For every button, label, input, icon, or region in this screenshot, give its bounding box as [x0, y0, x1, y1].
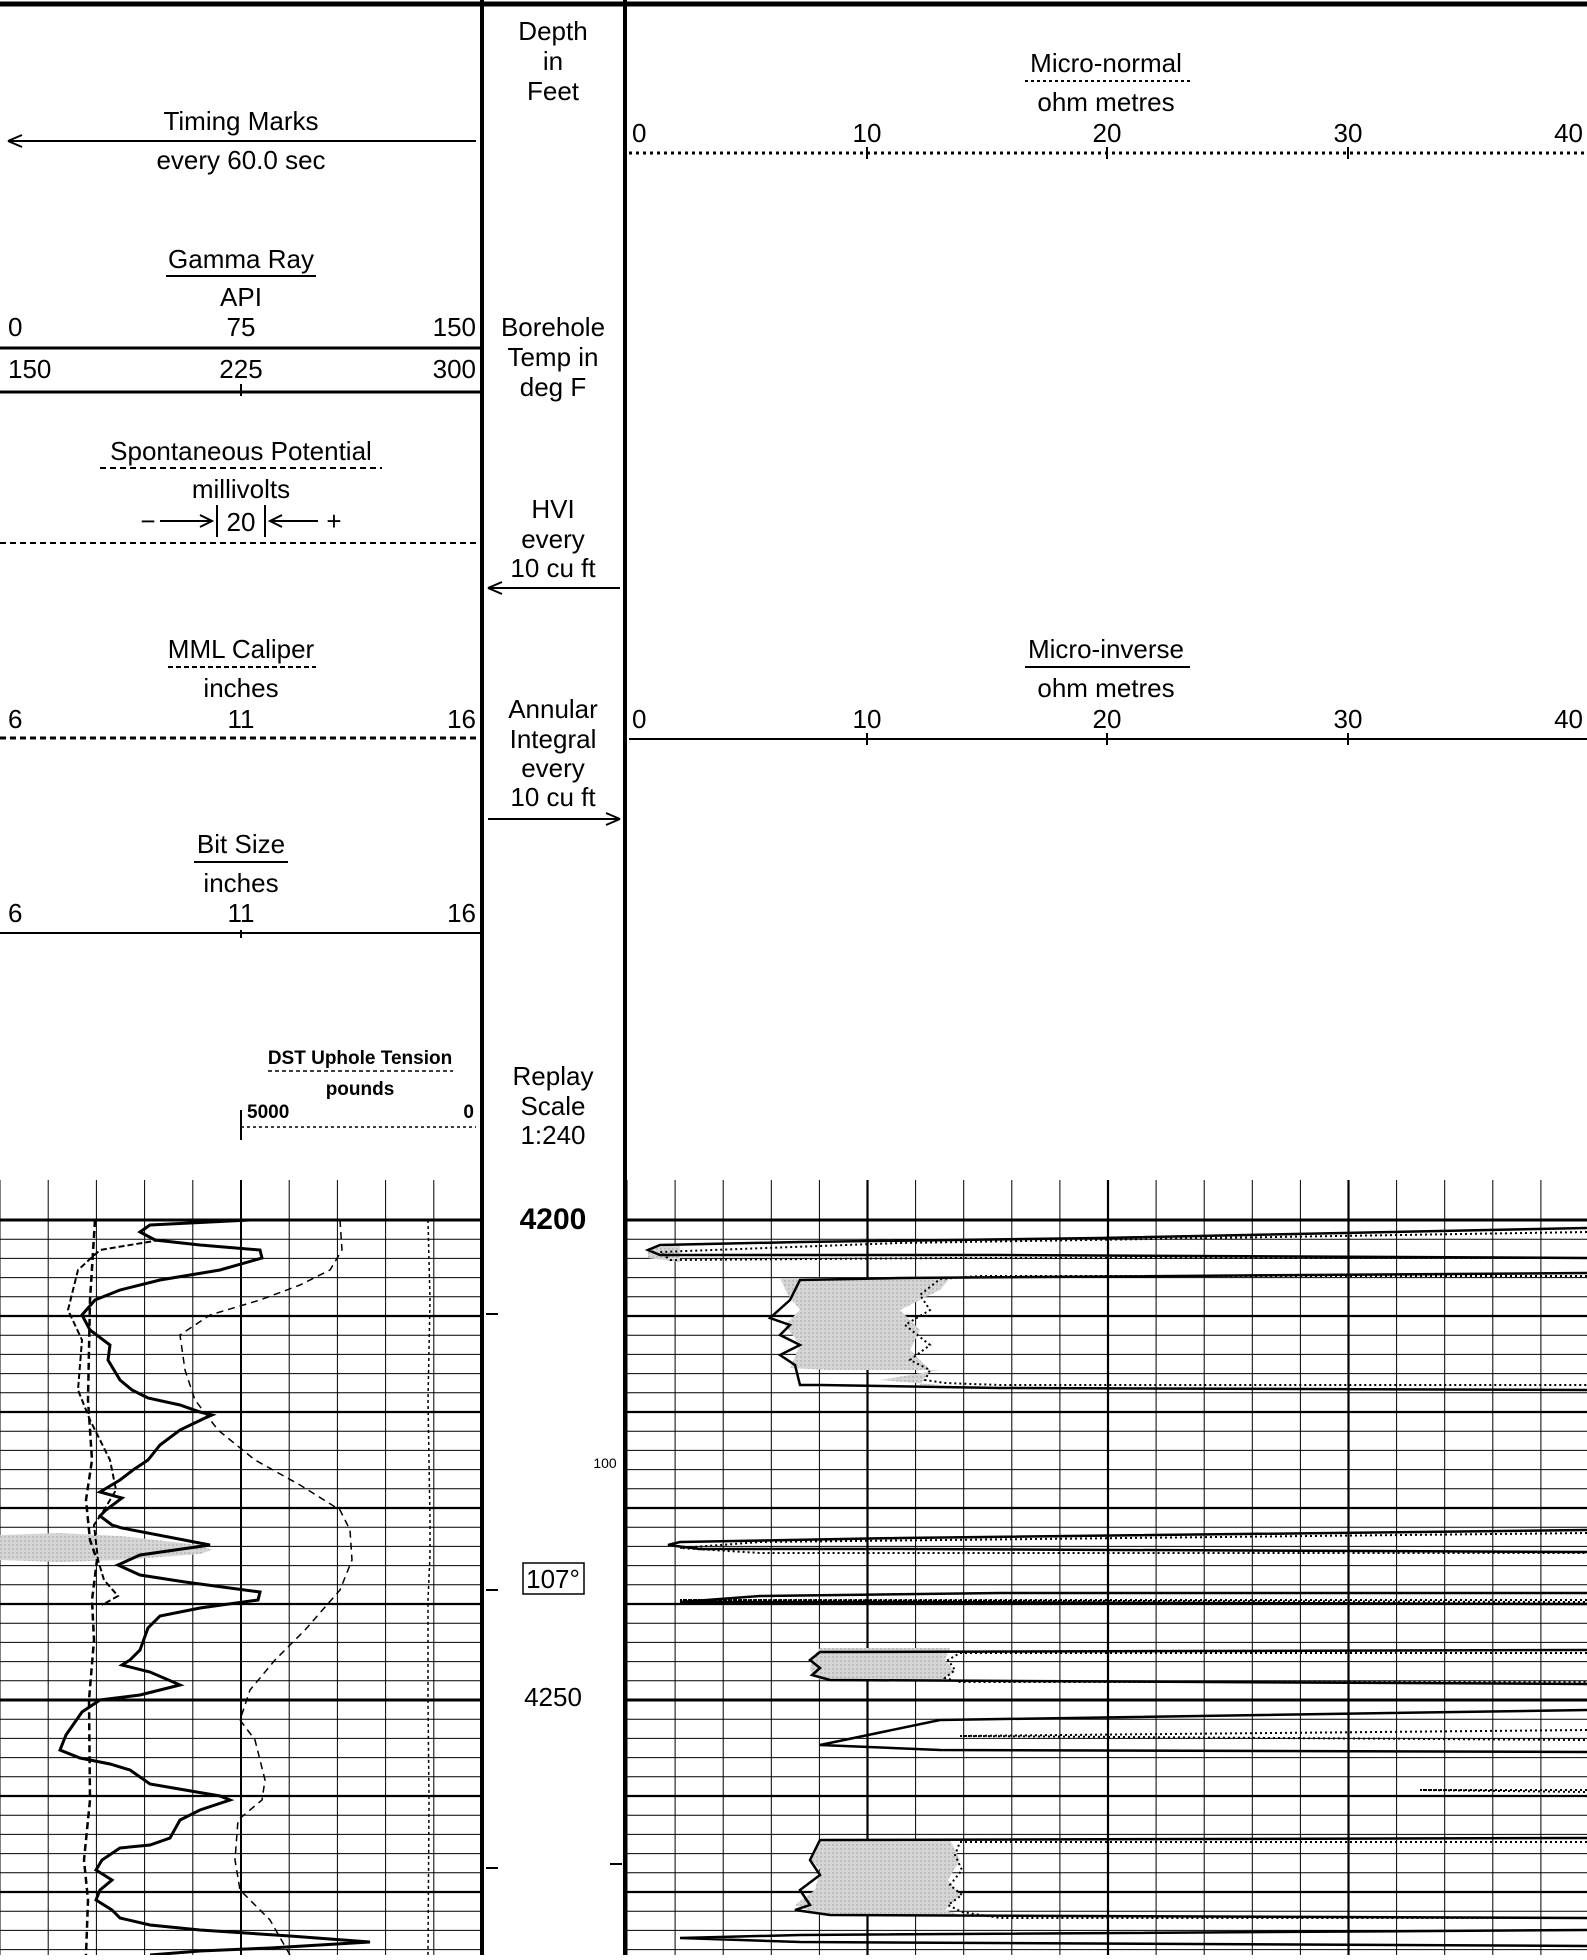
micro-normal-header: Micro-normal ohm metres 0 10 20 30 40: [629, 48, 1587, 159]
dst-scale-left: 5000: [247, 1102, 289, 1123]
resistivity-separation-shading: [648, 1245, 680, 1262]
timing-marks-sub: every 60.0 sec: [156, 145, 325, 175]
arrow-left-icon: [7, 134, 23, 148]
hvi-line1: HVI: [531, 494, 574, 524]
arrow-right-icon: [199, 514, 215, 528]
micro-inverse-scale-40: 40: [1554, 704, 1583, 734]
dst-header: DST Uphole Tension pounds 5000 0: [240, 1048, 476, 1140]
bit-size-scale-left: 6: [8, 898, 22, 928]
temp-readout: 107°: [526, 1564, 580, 1594]
depth-label-4200: 4200: [520, 1203, 587, 1236]
annular-line4: 10 cu ft: [510, 782, 596, 812]
depth-small-label: 100: [593, 1455, 617, 1471]
micro-normal-scale-10: 10: [853, 118, 882, 148]
depth-header: Depth in Feet Borehole Temp in deg F HVI…: [487, 16, 621, 1150]
micro-normal-title: Micro-normal: [1030, 48, 1182, 78]
caliper-scale-mid: 11: [228, 704, 255, 734]
micro-inverse-scale-20: 20: [1093, 704, 1122, 734]
sp-curve: [58, 1218, 371, 1957]
sp-title: Spontaneous Potential: [110, 436, 372, 466]
bit-size-scale-right: 16: [447, 898, 476, 928]
sp-plus: +: [326, 506, 341, 536]
resistivity-separation-shading: [780, 1278, 950, 1385]
depth-label-4250: 4250: [524, 1682, 582, 1712]
depth-header-line3: Feet: [527, 76, 580, 106]
bit-size-header: Bit Size inches 6 11 16: [0, 829, 482, 938]
sp-unit: millivolts: [192, 474, 290, 504]
annular-line2: Integral: [510, 724, 597, 754]
caliper-header: MML Caliper inches 6 11 16: [0, 634, 482, 740]
temp-header-line2: Temp in: [507, 342, 598, 372]
micro-inverse-header: Micro-inverse ohm metres 0 10 20 30 40: [629, 634, 1587, 745]
sp-shading: [0, 1533, 212, 1562]
bit-size-unit: inches: [203, 868, 278, 898]
depth-header-line1: Depth: [518, 16, 587, 46]
micro-inverse-curve: [657, 1231, 1587, 1919]
left-track-curves: [0, 1218, 431, 1957]
replay-line1: Replay: [513, 1061, 594, 1091]
replay-line3: 1:240: [520, 1120, 585, 1150]
micro-normal-scale-40: 40: [1554, 118, 1583, 148]
hvi-line2: every: [521, 524, 585, 554]
annular-line3: every: [521, 753, 585, 783]
timing-marks-title: Timing Marks: [163, 106, 318, 136]
sp-header: Spontaneous Potential millivolts − 20 +: [0, 436, 482, 544]
micro-inverse-scale-10: 10: [853, 704, 882, 734]
resistivity-separation-shading: [795, 1840, 960, 1915]
micro-normal-scale-20: 20: [1093, 118, 1122, 148]
depth-track-body: 4200 4250 100 107°: [486, 1203, 622, 1869]
micro-inverse-unit: ohm metres: [1037, 673, 1174, 703]
bit-size-title: Bit Size: [197, 829, 285, 859]
bit-size-scale-mid: 11: [228, 898, 255, 928]
arrow-left-icon: [267, 514, 283, 528]
left-track-grid: [0, 1180, 480, 1955]
gamma-ray-unit: API: [220, 282, 262, 312]
resistivity-separation-shading: [810, 1648, 955, 1680]
caliper-short-dash-curve: [66, 1239, 161, 1606]
right-track-curves: [644, 1226, 1587, 1948]
gamma-ray-scale1-left: 0: [8, 312, 22, 342]
micro-normal-curve: [644, 1226, 1587, 1948]
micro-normal-unit: ohm metres: [1037, 87, 1174, 117]
arrow-right-icon: [605, 812, 621, 826]
temp-header-line1: Borehole: [501, 312, 605, 342]
dst-unit: pounds: [326, 1079, 395, 1100]
gr-curve: [179, 1219, 353, 1956]
caliper-scale-left: 6: [8, 704, 22, 734]
micro-normal-scale-0: 0: [632, 118, 646, 148]
micro-inverse-scale-30: 30: [1334, 704, 1363, 734]
annular-line1: Annular: [508, 694, 598, 724]
caliper-title: MML Caliper: [168, 634, 315, 664]
temp-header-line3: deg F: [520, 372, 587, 402]
arrow-left-icon: [487, 581, 503, 595]
timing-marks-header: Timing Marks every 60.0 sec: [7, 106, 476, 175]
dst-scale-right: 0: [463, 1102, 474, 1123]
caliper-curve: [82, 1219, 99, 1956]
gamma-ray-scale2-mid: 225: [219, 354, 262, 384]
micro-normal-scale-30: 30: [1334, 118, 1363, 148]
gamma-ray-header: Gamma Ray API 0 75 150 150 225 300: [0, 244, 482, 396]
hvi-line3: 10 cu ft: [510, 553, 596, 583]
caliper-unit: inches: [203, 673, 278, 703]
dst-curve: [427, 1219, 431, 1956]
gamma-ray-scale2-right: 300: [433, 354, 476, 384]
gamma-ray-scale1-mid: 75: [227, 312, 256, 342]
sp-value: 20: [227, 507, 256, 537]
right-track-grid: [626, 1180, 1587, 1955]
micro-inverse-title: Micro-inverse: [1028, 634, 1184, 664]
sp-minus: −: [140, 506, 155, 536]
gamma-ray-scale1-right: 150: [433, 312, 476, 342]
replay-line2: Scale: [520, 1091, 585, 1121]
gamma-ray-title: Gamma Ray: [168, 244, 314, 274]
temp-readout-box: [522, 1562, 585, 1595]
dst-title: DST Uphole Tension: [268, 1048, 452, 1069]
depth-header-line2: in: [543, 46, 563, 76]
gamma-ray-scale2-left: 150: [8, 354, 51, 384]
caliper-scale-right: 16: [447, 704, 476, 734]
micro-inverse-scale-0: 0: [632, 704, 646, 734]
